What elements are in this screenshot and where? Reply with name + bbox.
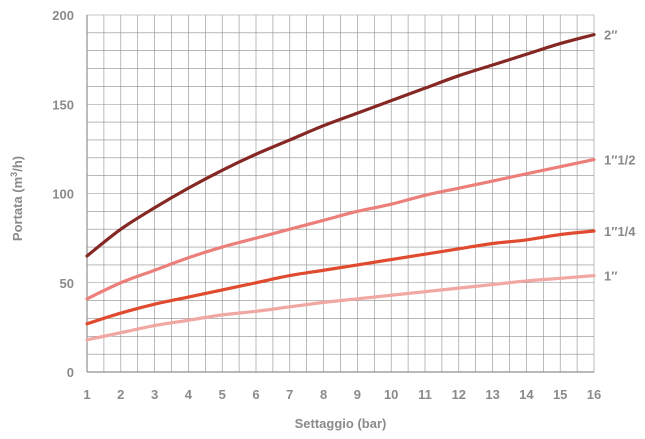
x-axis-title: Settaggio (bar) xyxy=(295,416,387,431)
x-tick-label: 15 xyxy=(553,387,567,402)
y-tick-label: 200 xyxy=(52,8,74,23)
x-tick-label: 14 xyxy=(519,387,534,402)
x-tick-label: 1 xyxy=(83,387,90,402)
y-tick-label: 150 xyxy=(52,97,74,112)
x-tick-label: 13 xyxy=(485,387,499,402)
x-tick-label: 12 xyxy=(452,387,466,402)
x-tick-label: 3 xyxy=(151,387,158,402)
series-label-3: 1″1/4 xyxy=(604,224,636,239)
axes xyxy=(86,15,594,373)
series-label-2: 1″1/2 xyxy=(604,153,636,168)
series-lines xyxy=(85,33,596,342)
x-tick-label: 4 xyxy=(185,387,193,402)
grid xyxy=(86,14,595,373)
y-axis-title-superscript: 3 xyxy=(9,172,19,177)
series-label-1: 2″ xyxy=(604,28,617,43)
series-line-4 xyxy=(85,274,596,342)
x-tick-label: 9 xyxy=(354,387,361,402)
y-axis-title-end: /h) xyxy=(10,156,25,172)
series-line-2 xyxy=(85,157,596,301)
x-tick-label: 10 xyxy=(384,387,398,402)
x-tick-label: 16 xyxy=(587,387,601,402)
series-labels: 2″ 1″1/2 1″1/4 1″ xyxy=(604,28,636,284)
y-tick-label: 50 xyxy=(60,276,74,291)
x-tick-label: 6 xyxy=(252,387,259,402)
series-line-3 xyxy=(85,229,596,326)
x-tick-label: 7 xyxy=(286,387,293,402)
x-tick-label: 8 xyxy=(320,387,327,402)
y-axis-title-main: Portata (m xyxy=(10,177,25,241)
y-axis-title: Portata (m3/h) xyxy=(9,156,25,241)
y-tick-label: 100 xyxy=(52,187,74,202)
y-tick-label: 0 xyxy=(67,365,74,380)
x-tick-label: 5 xyxy=(219,387,226,402)
series-line-1 xyxy=(85,33,596,258)
x-tick-label: 11 xyxy=(418,387,432,402)
series-label-4: 1″ xyxy=(604,269,617,284)
x-tick-label: 2 xyxy=(117,387,124,402)
